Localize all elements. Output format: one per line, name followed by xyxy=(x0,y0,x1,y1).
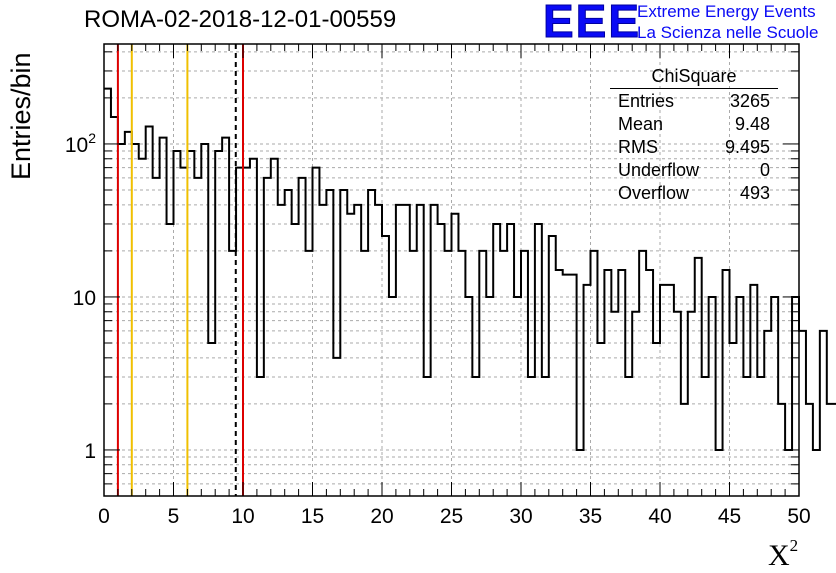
stats-row-entries: Entries 3265 xyxy=(610,90,778,113)
stats-row-overflow: Overflow 493 xyxy=(610,182,778,205)
logo-line-1: Extreme Energy Events xyxy=(637,2,816,21)
stats-box: ChiSquare Entries 3265 Mean 9.48 RMS 9.495 … xyxy=(610,66,778,205)
stats-label: Overflow xyxy=(618,183,690,203)
y-tick-label: 1 xyxy=(84,440,96,463)
x-tick-label: 15 xyxy=(301,505,324,528)
stats-label: Mean xyxy=(618,114,664,134)
stats-label: RMS xyxy=(618,137,658,157)
eee-logo: EEE xyxy=(542,0,642,48)
x-tick-label: 30 xyxy=(509,505,532,528)
x-tick-label: 5 xyxy=(168,505,180,528)
stats-label: Underflow xyxy=(618,160,700,180)
stats-value: 3265 xyxy=(729,91,770,111)
x-tick-label: 45 xyxy=(718,505,741,528)
x-tick-label: 50 xyxy=(787,505,810,528)
x-tick-label: 40 xyxy=(648,505,671,528)
y-tick-label: 10 xyxy=(73,287,96,310)
x-axis-label: X2 xyxy=(768,536,799,572)
stats-value: 9.495 xyxy=(724,137,770,157)
y-tick-label: 102 xyxy=(65,130,96,157)
x-tick-label: 20 xyxy=(370,505,393,528)
x-tick-label: 25 xyxy=(440,505,463,528)
histogram-series xyxy=(104,87,836,451)
stats-value: 493 xyxy=(739,183,770,203)
stats-row-rms: RMS 9.495 xyxy=(610,136,778,159)
stats-value: 9.48 xyxy=(734,114,770,134)
x-tick-label: 10 xyxy=(231,505,254,528)
stats-row-mean: Mean 9.48 xyxy=(610,113,778,136)
stats-label: Entries xyxy=(618,91,675,111)
logo-line-2: La Scienza nelle Scuole xyxy=(637,23,819,42)
x-tick-label: 35 xyxy=(579,505,602,528)
stats-box-title: ChiSquare xyxy=(610,66,778,89)
stats-value: 0 xyxy=(759,160,770,180)
chart-title: ROMA-02-2018-12-01-00559 xyxy=(84,6,397,33)
x-tick-label: 0 xyxy=(98,505,110,528)
stats-row-underflow: Underflow 0 xyxy=(610,159,778,182)
